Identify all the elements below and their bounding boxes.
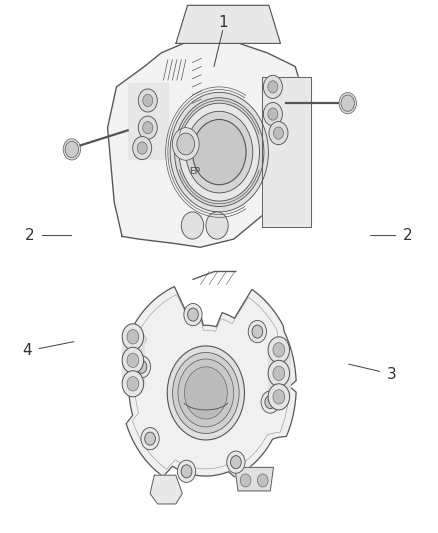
Polygon shape — [128, 83, 168, 159]
Circle shape — [178, 359, 234, 427]
Circle shape — [269, 122, 288, 144]
Polygon shape — [261, 77, 311, 227]
Circle shape — [170, 92, 268, 212]
Circle shape — [122, 371, 144, 397]
Circle shape — [143, 94, 153, 107]
Circle shape — [184, 367, 227, 419]
Circle shape — [181, 212, 204, 239]
Circle shape — [122, 324, 144, 350]
Text: 1: 1 — [219, 15, 228, 30]
Circle shape — [261, 391, 279, 413]
Circle shape — [248, 320, 266, 343]
Circle shape — [263, 102, 283, 126]
Circle shape — [132, 356, 151, 378]
Circle shape — [263, 75, 283, 99]
Circle shape — [258, 474, 268, 487]
Circle shape — [273, 366, 285, 381]
Circle shape — [177, 460, 196, 482]
Polygon shape — [176, 5, 280, 43]
Circle shape — [230, 456, 241, 469]
Circle shape — [184, 303, 202, 326]
Circle shape — [273, 343, 285, 357]
Circle shape — [65, 141, 78, 158]
Circle shape — [273, 390, 285, 404]
Circle shape — [127, 377, 139, 391]
Circle shape — [138, 116, 157, 139]
Circle shape — [186, 111, 253, 193]
Polygon shape — [122, 337, 144, 384]
Text: 4: 4 — [22, 343, 32, 358]
Circle shape — [268, 360, 290, 386]
Text: 3: 3 — [387, 367, 397, 382]
Text: 2: 2 — [403, 228, 412, 243]
Polygon shape — [268, 350, 290, 397]
Circle shape — [206, 212, 228, 239]
Circle shape — [192, 119, 246, 185]
Circle shape — [122, 348, 144, 373]
Circle shape — [187, 308, 198, 321]
Circle shape — [177, 133, 194, 155]
Circle shape — [341, 95, 354, 111]
Circle shape — [173, 127, 199, 160]
Circle shape — [145, 432, 155, 445]
Circle shape — [268, 337, 290, 363]
Circle shape — [339, 93, 357, 114]
Circle shape — [268, 108, 278, 120]
Polygon shape — [108, 33, 307, 247]
Circle shape — [138, 89, 157, 112]
Circle shape — [141, 427, 159, 450]
Circle shape — [181, 465, 192, 478]
Circle shape — [63, 139, 81, 160]
Circle shape — [179, 103, 259, 201]
Circle shape — [240, 474, 251, 487]
Polygon shape — [150, 475, 182, 504]
Circle shape — [175, 98, 264, 206]
Circle shape — [167, 346, 244, 440]
Circle shape — [252, 325, 263, 338]
Circle shape — [133, 136, 152, 159]
Polygon shape — [126, 287, 296, 477]
Circle shape — [268, 384, 290, 410]
Circle shape — [227, 451, 245, 473]
Polygon shape — [235, 467, 273, 491]
Text: EP: EP — [189, 167, 200, 176]
Text: 2: 2 — [25, 228, 35, 243]
Circle shape — [273, 127, 283, 139]
Circle shape — [143, 122, 153, 134]
Circle shape — [173, 352, 239, 433]
Circle shape — [137, 142, 147, 154]
Circle shape — [265, 395, 276, 409]
Circle shape — [268, 81, 278, 93]
Circle shape — [127, 329, 139, 344]
Circle shape — [127, 353, 139, 367]
Circle shape — [136, 360, 147, 373]
